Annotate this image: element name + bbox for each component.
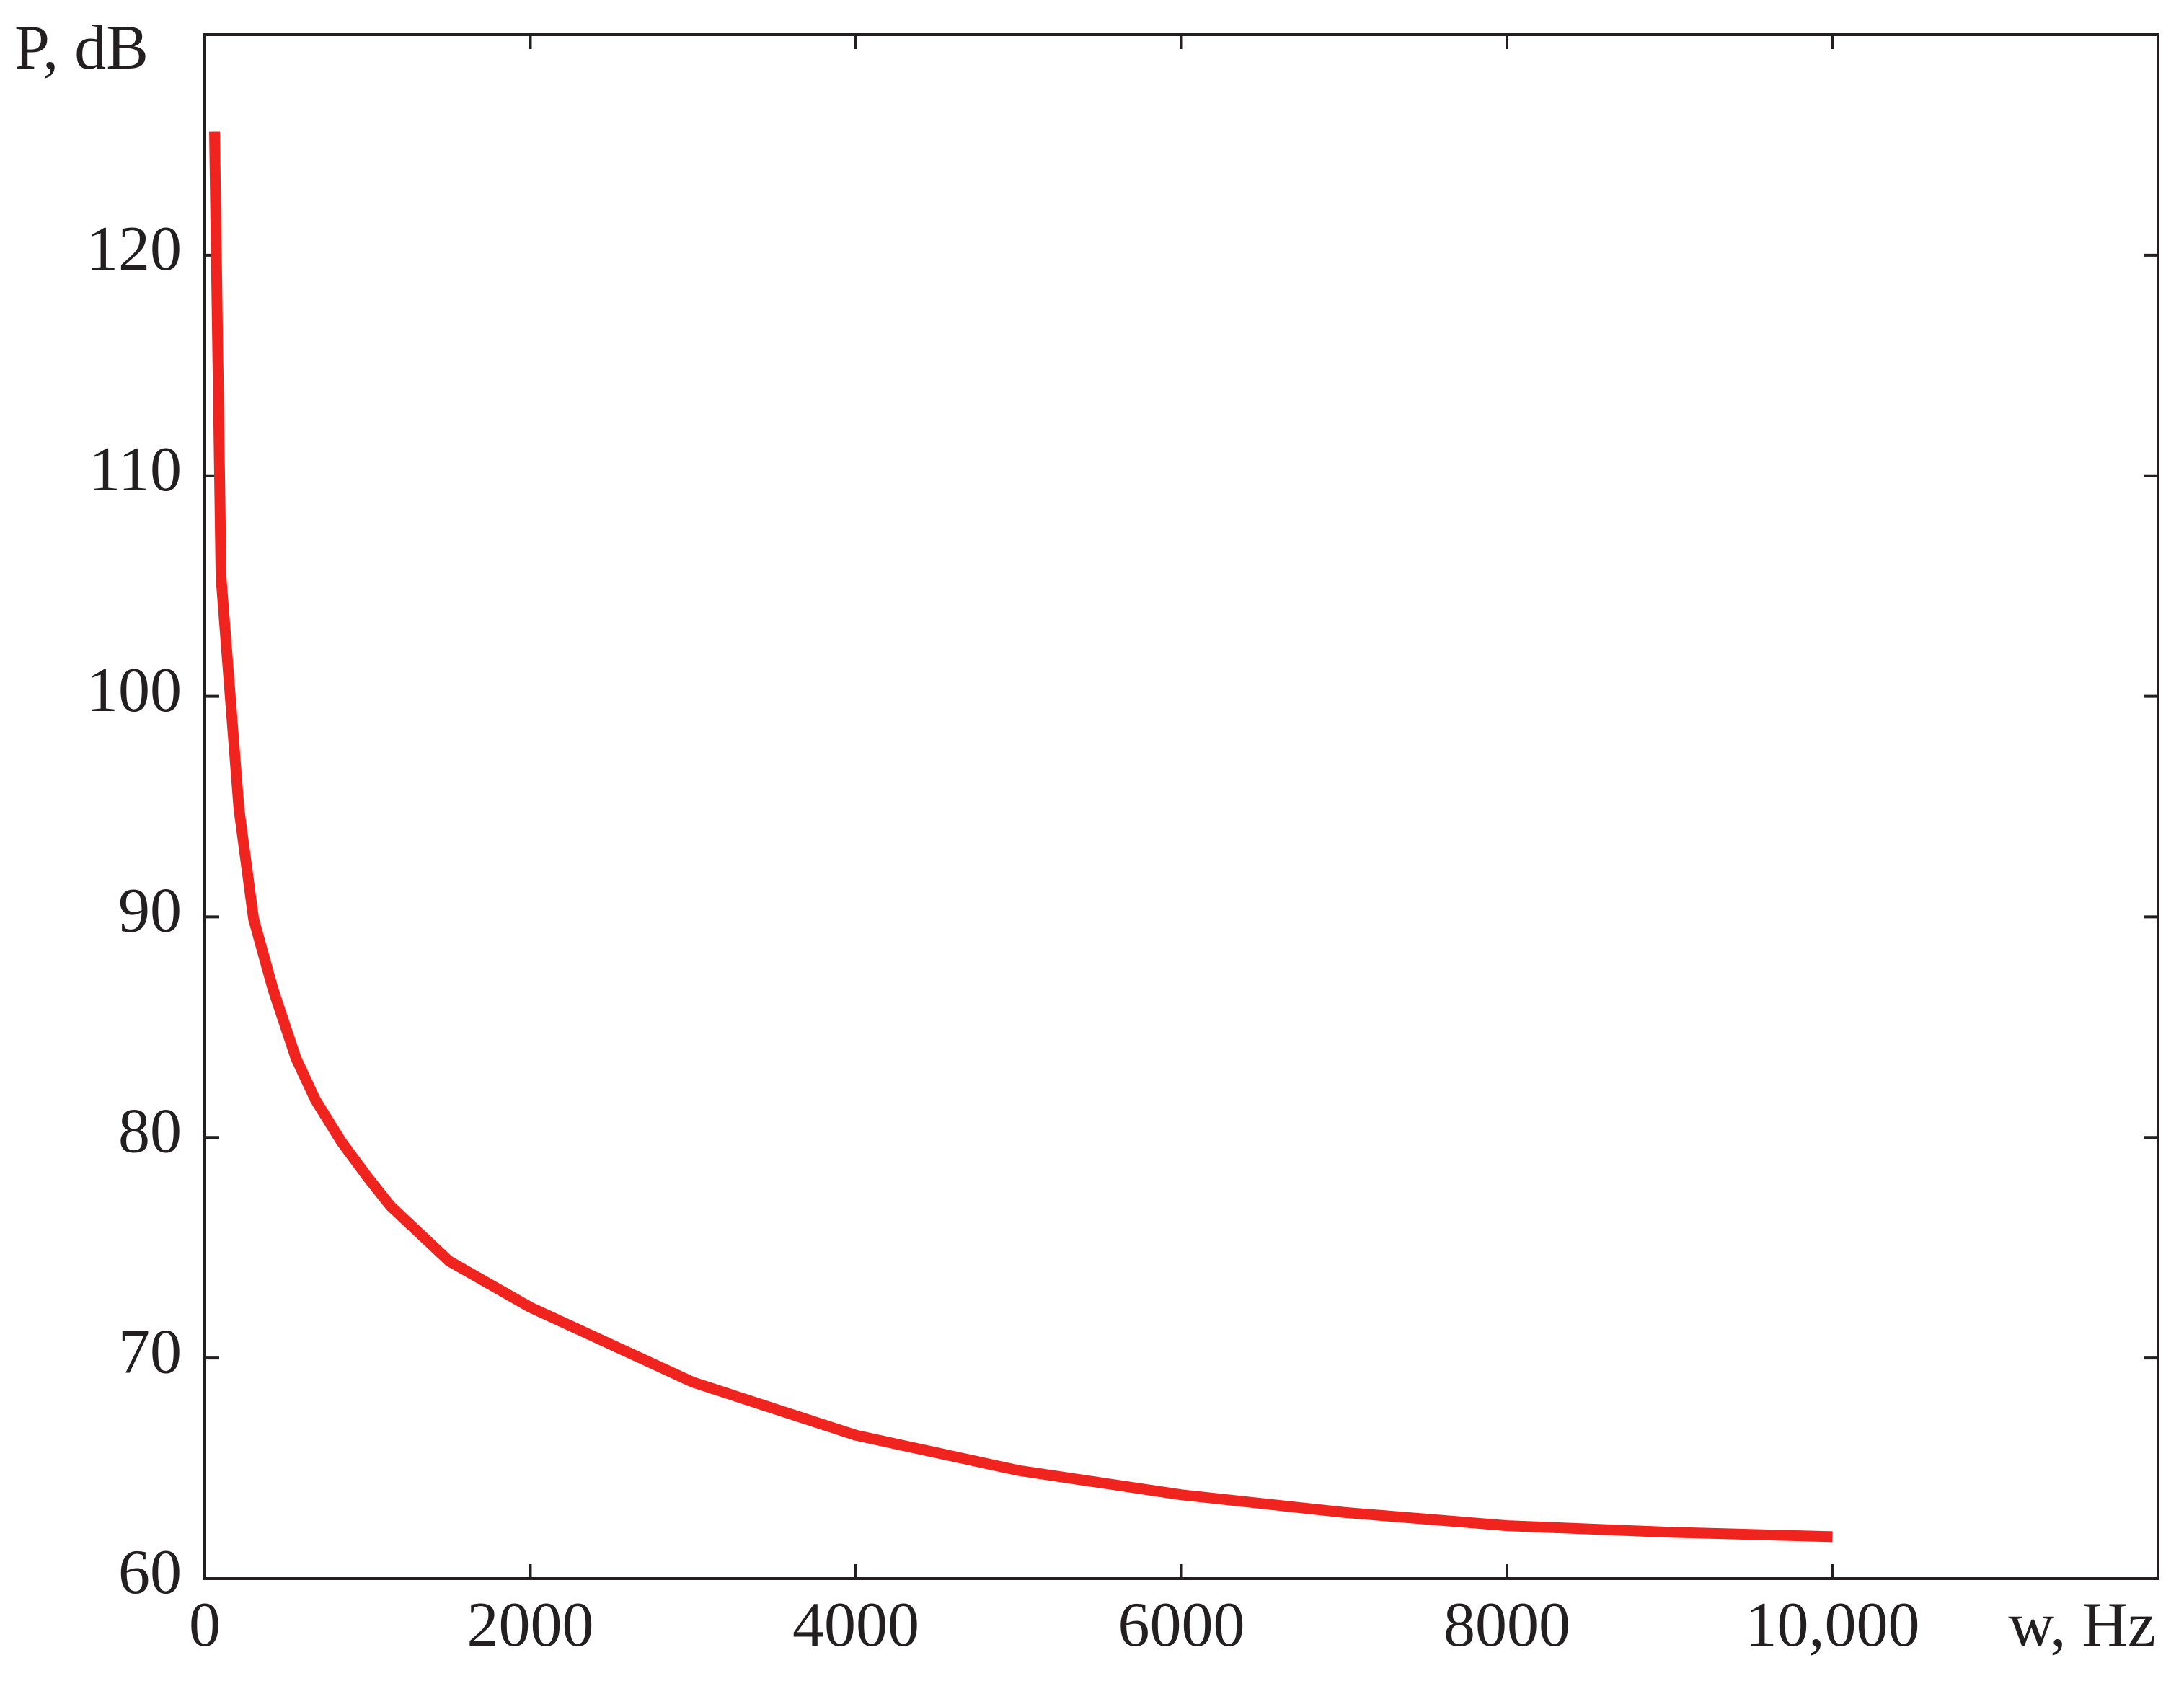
y-tick-label: 110 <box>89 435 182 505</box>
y-axis-label: P, dB <box>14 13 149 83</box>
data-line <box>209 131 1833 1543</box>
x-tick-label: 10,000 <box>1746 1590 1920 1660</box>
y-tick-label: 60 <box>118 1537 182 1607</box>
x-tick-label: 0 <box>189 1590 221 1660</box>
x-tick-label: 2000 <box>467 1590 594 1660</box>
x-axis-label: w, Hz <box>2009 1590 2156 1660</box>
plot-frame <box>203 33 2159 1580</box>
x-tick-label: 4000 <box>792 1590 919 1660</box>
y-tick-label: 120 <box>87 214 182 284</box>
y-tick-label: 100 <box>87 656 182 725</box>
x-tick-label: 8000 <box>1444 1590 1570 1660</box>
y-tick-label: 80 <box>118 1096 182 1166</box>
x-tick-label: 6000 <box>1118 1590 1245 1660</box>
y-tick-label: 90 <box>118 876 182 946</box>
y-tick-label: 70 <box>118 1317 182 1387</box>
